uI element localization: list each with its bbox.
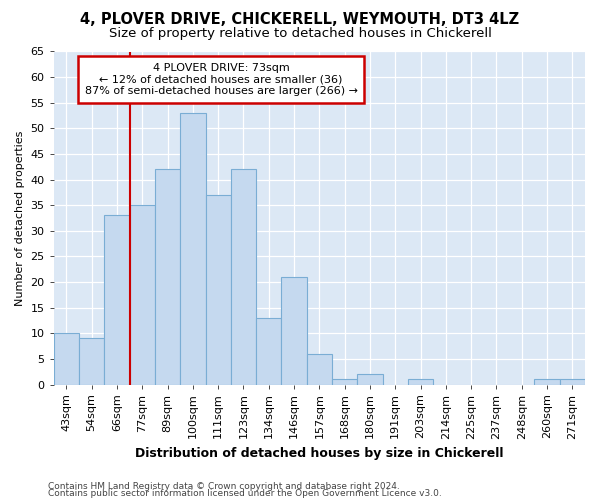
Text: 4 PLOVER DRIVE: 73sqm
← 12% of detached houses are smaller (36)
87% of semi-deta: 4 PLOVER DRIVE: 73sqm ← 12% of detached … bbox=[85, 63, 358, 96]
Text: 4, PLOVER DRIVE, CHICKERELL, WEYMOUTH, DT3 4LZ: 4, PLOVER DRIVE, CHICKERELL, WEYMOUTH, D… bbox=[80, 12, 520, 28]
X-axis label: Distribution of detached houses by size in Chickerell: Distribution of detached houses by size … bbox=[135, 447, 503, 460]
Bar bbox=[155, 170, 180, 384]
Bar bbox=[79, 338, 104, 384]
Text: Size of property relative to detached houses in Chickerell: Size of property relative to detached ho… bbox=[109, 28, 491, 40]
Text: Contains public sector information licensed under the Open Government Licence v3: Contains public sector information licen… bbox=[48, 490, 442, 498]
Bar bbox=[332, 380, 358, 384]
Bar bbox=[281, 277, 307, 384]
Bar bbox=[358, 374, 383, 384]
Y-axis label: Number of detached properties: Number of detached properties bbox=[15, 130, 25, 306]
Bar bbox=[104, 216, 130, 384]
Bar bbox=[256, 318, 281, 384]
Bar bbox=[130, 205, 155, 384]
Bar bbox=[54, 334, 79, 384]
Bar bbox=[231, 170, 256, 384]
Bar bbox=[206, 195, 231, 384]
Bar bbox=[307, 354, 332, 384]
Bar bbox=[408, 380, 433, 384]
Bar bbox=[535, 380, 560, 384]
Text: Contains HM Land Registry data © Crown copyright and database right 2024.: Contains HM Land Registry data © Crown c… bbox=[48, 482, 400, 491]
Bar bbox=[180, 113, 206, 384]
Bar bbox=[560, 380, 585, 384]
